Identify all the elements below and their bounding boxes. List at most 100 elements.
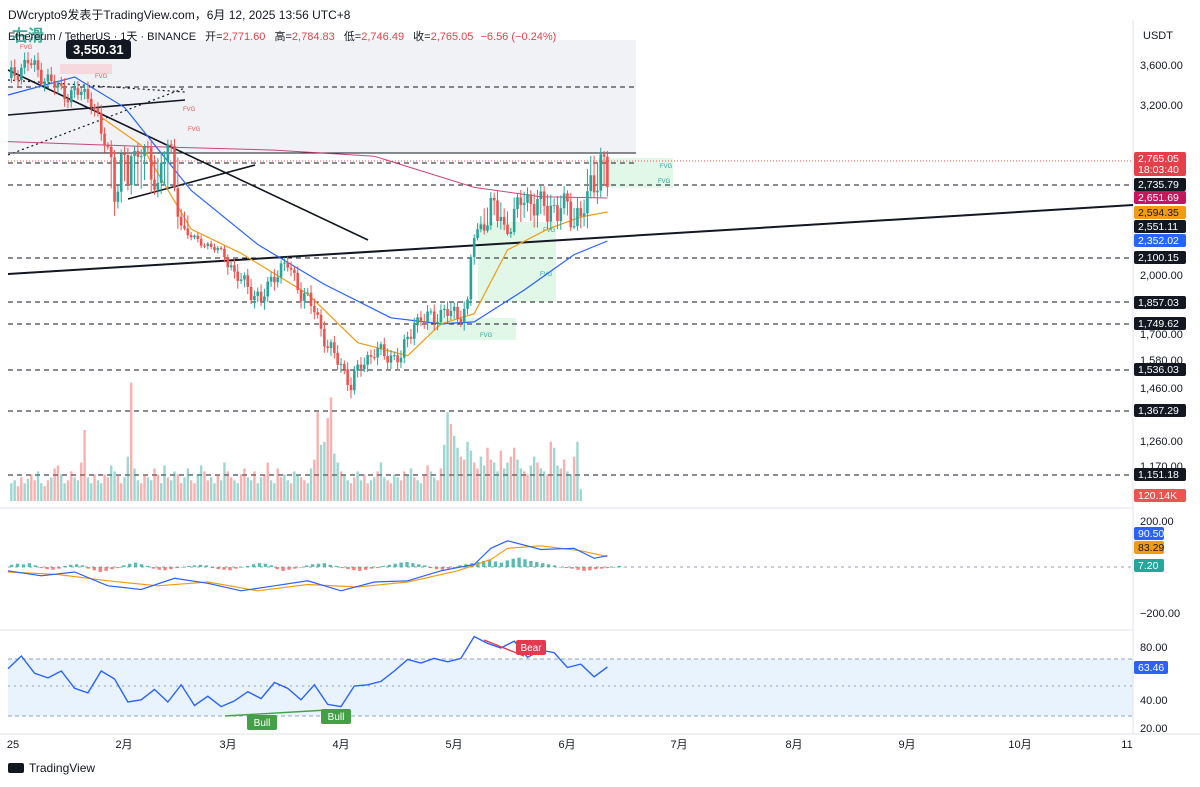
- volume-bar: [176, 474, 180, 501]
- macd-histogram-bar: [63, 565, 67, 567]
- macd-histogram-bar: [428, 567, 433, 569]
- macd-histogram-bar: [181, 567, 185, 568]
- price-axis-label: [1134, 234, 1186, 247]
- rsi-tick-label: 40.00: [1140, 695, 1168, 707]
- candle: [196, 235, 200, 239]
- candle: [143, 146, 146, 157]
- volume-bar: [169, 480, 173, 501]
- volume-bar: [63, 483, 66, 501]
- candle: [402, 339, 406, 358]
- volume-bar: [293, 471, 296, 501]
- candle: [96, 108, 100, 113]
- time-tick-label: 11: [1121, 739, 1132, 751]
- macd-histogram-bar: [27, 563, 32, 567]
- trendline: [127, 164, 256, 200]
- macd-histogram-bar: [45, 567, 49, 570]
- volume-bar: [456, 447, 459, 501]
- macd-histogram-bar: [535, 562, 539, 567]
- candle: [313, 305, 316, 313]
- volume-bar: [269, 480, 273, 501]
- volume-bar: [319, 444, 323, 501]
- candle: [296, 272, 300, 291]
- candle: [246, 275, 250, 287]
- volume-bar: [13, 480, 16, 501]
- time-tick-label: 25: [7, 739, 19, 751]
- volume-bar: [249, 480, 253, 501]
- macd-tick-label: 200.00: [1140, 516, 1174, 528]
- macd-histogram-bar: [446, 567, 450, 569]
- volume-bar: [246, 477, 249, 501]
- price-axis-label-text: 2,651.69: [1138, 192, 1179, 204]
- volume-bar: [516, 459, 519, 501]
- candle: [376, 348, 379, 358]
- bull-divergence-line: [224, 709, 328, 717]
- low-label: 低=: [343, 31, 362, 43]
- candle: [269, 276, 273, 282]
- candle: [303, 293, 306, 301]
- volume-bar: [153, 468, 156, 501]
- symbol-label[interactable]: Ethereum / TetherUS · 1天 · BINANCE: [8, 31, 197, 43]
- candle: [496, 200, 499, 222]
- brand-text: TradingView: [29, 761, 96, 775]
- candle: [319, 314, 323, 329]
- volume-bar: [396, 477, 399, 501]
- volume-bar: [256, 483, 259, 501]
- candle: [186, 228, 190, 236]
- candle: [486, 225, 489, 231]
- price-axis-label-text: 2,352.02: [1138, 235, 1179, 247]
- rsi-line: [7, 635, 608, 708]
- volume-bar: [369, 480, 373, 501]
- currency-label[interactable]: USDT: [1143, 30, 1173, 42]
- rsi-axis-label: [1134, 661, 1168, 674]
- price-axis-label: [1134, 363, 1186, 376]
- volume-bar: [569, 474, 572, 501]
- candle: [389, 355, 393, 363]
- volume-bar: [50, 477, 53, 501]
- macd-histogram-bar: [39, 567, 43, 569]
- candle: [23, 59, 26, 68]
- macd-histogram-bar: [487, 559, 492, 567]
- candle: [59, 83, 63, 86]
- candle: [83, 89, 86, 92]
- macd-histogram-bar: [558, 567, 563, 568]
- close-label: 收=: [413, 31, 431, 43]
- volume-bar: [30, 474, 33, 501]
- ma-blue-line: [7, 76, 608, 325]
- macd-axis-label: [1134, 541, 1164, 554]
- macd-histogram-bar: [605, 567, 610, 569]
- macd-histogram-bar: [328, 564, 332, 567]
- tradingview-brand[interactable]: TradingView: [8, 761, 95, 775]
- macd-histogram-bar: [493, 561, 498, 567]
- candle: [566, 193, 569, 202]
- candle: [273, 276, 276, 283]
- handle-watermark: 右滑: [12, 28, 45, 45]
- volume-bar: [429, 471, 433, 501]
- volume-bar: [482, 465, 486, 501]
- volume-bar: [326, 418, 329, 501]
- candle: [552, 205, 556, 207]
- candle: [73, 88, 76, 91]
- high-value: 2,784.83: [291, 31, 335, 43]
- candle: [26, 59, 30, 64]
- volume-bar: [36, 471, 40, 501]
- volume-bar: [376, 471, 379, 501]
- time-tick-label: 2月: [115, 739, 132, 751]
- candle: [346, 369, 349, 385]
- volume-bar: [419, 483, 423, 501]
- volume-bar: [343, 474, 346, 501]
- fvg-label: FVG: [660, 164, 673, 170]
- price-axis-label: [1134, 191, 1186, 204]
- fvg-label: FVG: [183, 107, 196, 113]
- candle: [299, 290, 303, 301]
- candle: [536, 199, 539, 216]
- volume-bar: [373, 477, 376, 501]
- volume-bar: [26, 478, 30, 501]
- candle: [199, 238, 203, 246]
- volume-bar: [86, 477, 90, 501]
- macd-histogram-bar: [517, 557, 521, 567]
- candle: [522, 202, 526, 205]
- candle: [159, 162, 163, 183]
- volume-bar: [413, 477, 416, 501]
